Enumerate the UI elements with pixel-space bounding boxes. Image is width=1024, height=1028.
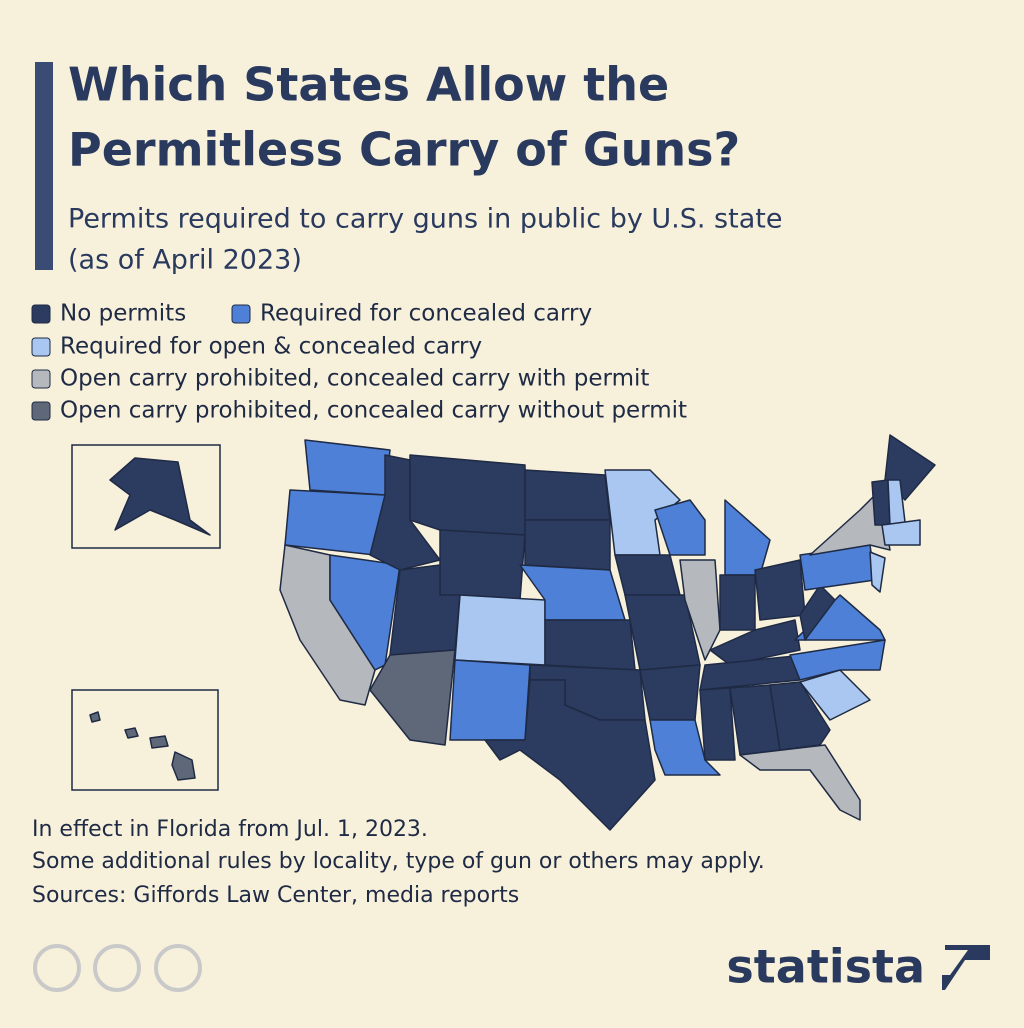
state [654,499,706,556]
state [679,559,721,661]
alaska-inset [71,444,221,549]
state [614,554,681,596]
state [869,551,886,593]
legend-swatch [31,304,51,324]
subtitle: Permits required to carry guns in public… [68,204,782,235]
accent-bar [35,62,53,270]
legend-label: Required for open & concealed carry [60,334,482,360]
state [754,559,806,621]
state [524,519,611,571]
state [699,687,736,761]
state [439,529,526,601]
legend-label: Open carry prohibited, concealed carry w… [60,366,649,392]
brand: statista [726,940,925,994]
note: In effect in Florida from Jul. 1, 2023. [32,817,428,842]
state [739,744,861,821]
legend-swatch [31,369,51,389]
brand-logo [942,945,990,990]
legend-swatch [231,304,251,324]
state [454,594,546,666]
state [881,519,921,546]
state [544,619,636,671]
state [171,751,196,781]
state [109,457,211,536]
title: Which States Allow the [68,58,669,112]
legend-label: No permits [60,301,186,327]
state [89,711,101,723]
state [769,681,831,751]
note: Some additional rules by locality, type … [32,849,765,874]
state [284,489,386,556]
state [719,574,756,631]
legend-label: Open carry prohibited, concealed carry w… [60,398,687,424]
subtitle: (as of April 2023) [68,245,302,276]
state [649,719,721,776]
state [524,469,611,521]
license-icons [33,944,202,992]
state [409,454,526,536]
title: Permitless Carry of Guns? [68,123,740,177]
legend-label: Required for concealed carry [260,301,592,327]
hawaii-inset [71,689,219,791]
state [484,679,656,831]
state [124,727,139,739]
state [304,439,391,496]
legend-swatch [31,401,51,421]
legend-swatch [31,337,51,357]
state [789,639,886,681]
state [149,735,169,749]
state [369,649,456,746]
note: Sources: Giffords Law Center, media repo… [32,883,519,908]
state [449,659,531,741]
state [639,664,701,721]
map [89,434,936,831]
state [871,479,891,526]
state [799,584,836,641]
